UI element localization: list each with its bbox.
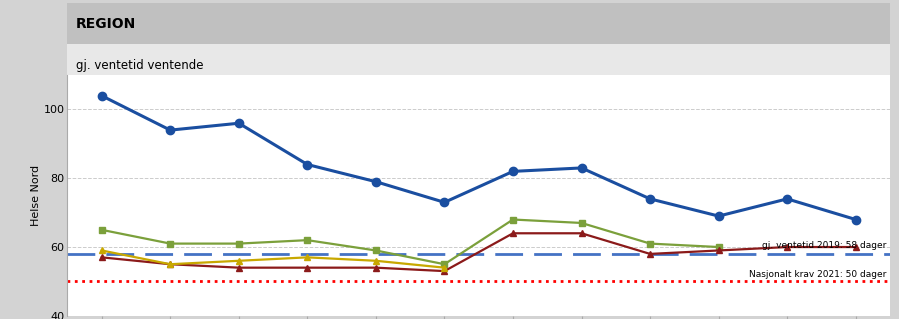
2016 (96, 94, 107, 98)
2017 (439, 262, 450, 266)
Line: 2019: 2019 (98, 247, 448, 271)
2018 (302, 266, 313, 270)
2018 (234, 266, 245, 270)
2016 (782, 197, 793, 201)
2017 (302, 238, 313, 242)
2018 (508, 231, 519, 235)
2018 (96, 256, 107, 259)
2018 (370, 266, 381, 270)
2016 (234, 121, 245, 125)
2017 (96, 228, 107, 232)
2018 (782, 245, 793, 249)
2016 (302, 163, 313, 167)
2019 (165, 262, 175, 266)
Line: 2017: 2017 (98, 216, 722, 268)
2017 (165, 242, 175, 246)
2016 (370, 180, 381, 184)
2019 (96, 249, 107, 252)
Text: REGION: REGION (76, 17, 136, 31)
2019 (234, 259, 245, 263)
2019 (302, 256, 313, 259)
2019 (439, 266, 450, 270)
2019 (370, 259, 381, 263)
Text: gj. ventetid ventende: gj. ventetid ventende (76, 59, 203, 72)
2018 (439, 269, 450, 273)
Text: gj. ventetid 2019: 58 dager: gj. ventetid 2019: 58 dager (762, 241, 886, 250)
2018 (850, 245, 861, 249)
2016 (508, 169, 519, 173)
2017 (370, 249, 381, 252)
Text: Nasjonalt krav 2021: 50 dager: Nasjonalt krav 2021: 50 dager (749, 270, 886, 279)
2016 (165, 128, 175, 132)
2016 (850, 218, 861, 221)
Line: 2016: 2016 (97, 92, 860, 224)
2016 (713, 214, 724, 218)
2018 (576, 231, 587, 235)
2017 (645, 242, 655, 246)
2017 (576, 221, 587, 225)
2016 (439, 200, 450, 204)
2017 (508, 218, 519, 221)
2017 (234, 242, 245, 246)
2018 (645, 252, 655, 256)
2018 (713, 249, 724, 252)
Line: 2018: 2018 (98, 230, 859, 275)
Y-axis label: Helse Nord: Helse Nord (31, 165, 40, 226)
2017 (713, 245, 724, 249)
2016 (576, 166, 587, 170)
2016 (645, 197, 655, 201)
2018 (165, 262, 175, 266)
